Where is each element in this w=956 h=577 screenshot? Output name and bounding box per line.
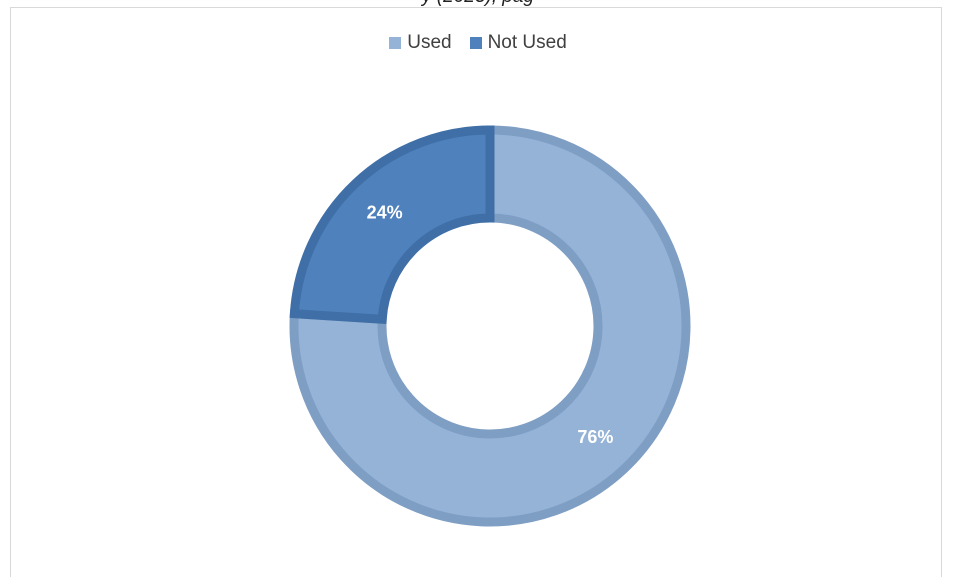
chart-legend: Used Not Used (0, 32, 956, 54)
legend-item-used: Used (389, 32, 452, 54)
legend-item-not-used: Not Used (469, 32, 567, 54)
donut-slices (289, 125, 691, 527)
legend-label-not-used: Not Used (487, 32, 567, 53)
legend-swatch-not-used (469, 37, 482, 49)
donut-slice-used (289, 125, 691, 527)
legend-label-used: Used (407, 32, 452, 53)
legend-swatch-used (389, 37, 402, 49)
data-label-not-used: 24% (367, 202, 403, 222)
header-fragment-text: y (2023); pag (0, 0, 956, 8)
donut-data-labels: 76% 24% (367, 202, 614, 447)
donut-slice-not-used (289, 125, 495, 324)
data-label-used: 76% (577, 427, 613, 447)
